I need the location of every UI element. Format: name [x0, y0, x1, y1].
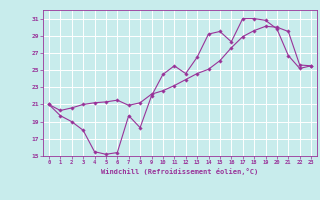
X-axis label: Windchill (Refroidissement éolien,°C): Windchill (Refroidissement éolien,°C) — [101, 168, 259, 175]
